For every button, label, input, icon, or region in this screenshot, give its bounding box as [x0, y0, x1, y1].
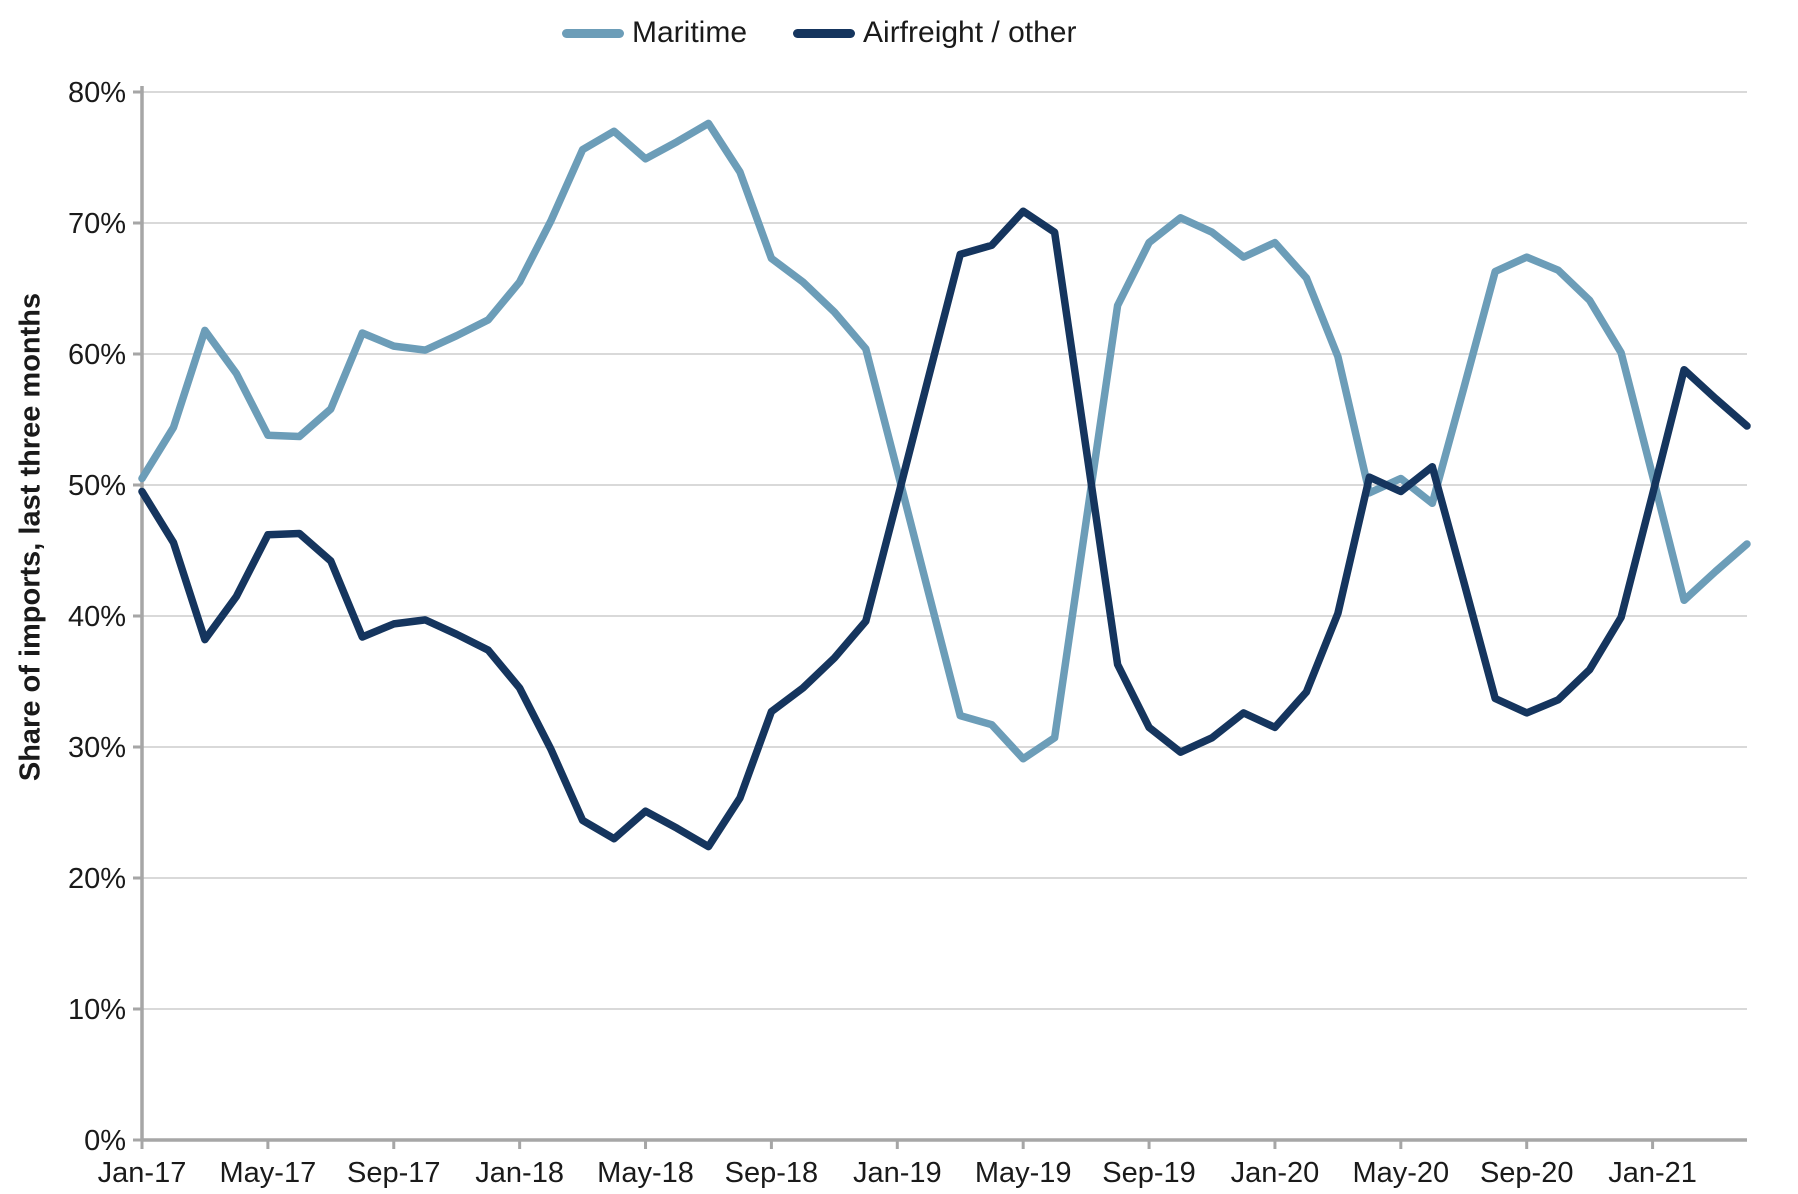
y-tick-label: 10%: [68, 994, 126, 1026]
x-axis-tick-labels: Jan-17 May-17 Sep-17 Jan-18 May-18 Sep-18 Jan-…: [98, 1157, 1697, 1189]
airfreight-line: [138, 207, 1751, 851]
y-tick-label: 20%: [68, 863, 126, 895]
y-tick-label: 30%: [68, 732, 126, 764]
x-tick-label: May-18: [597, 1157, 694, 1189]
legend-label-maritime: Maritime: [632, 16, 748, 49]
x-tick-label: Jan-18: [475, 1157, 564, 1189]
axes: [140, 86, 1747, 1142]
x-tick-label: Jan-20: [1231, 1157, 1320, 1189]
y-tick-label: 50%: [68, 470, 126, 502]
y-tick-label: 80%: [68, 77, 126, 109]
x-tick-label: Sep-19: [1102, 1157, 1196, 1189]
x-tick-label: Jan-17: [98, 1157, 187, 1189]
gridlines: [142, 91, 1747, 1010]
y-tick-label: 70%: [68, 208, 126, 240]
y-tick-label: 40%: [68, 601, 126, 633]
legend-label-airfreight: Airfreight / other: [863, 16, 1077, 49]
legend-item-airfreight: Airfreight / other: [793, 16, 1076, 50]
x-tick-label: May-17: [220, 1157, 317, 1189]
x-tick-label: Jan-19: [853, 1157, 942, 1189]
x-tick-label: Sep-20: [1480, 1157, 1574, 1189]
airfreight-line-swatch-icon: [793, 28, 856, 38]
maritime-line: [138, 119, 1751, 763]
x-tick-label: May-19: [975, 1157, 1072, 1189]
legend: Maritime Airfreight / other: [562, 16, 1076, 50]
y-tick-label: 0%: [84, 1125, 126, 1157]
maritime-line-swatch-icon: [562, 28, 624, 38]
x-tick-label: Sep-17: [347, 1157, 441, 1189]
tick-marks: [133, 90, 1655, 1149]
x-tick-label: Jan-21: [1608, 1157, 1697, 1189]
x-tick-label: May-20: [1352, 1157, 1449, 1189]
y-tick-label: 60%: [68, 339, 126, 371]
legend-item-maritime: Maritime: [562, 16, 747, 50]
x-tick-label: Sep-18: [725, 1157, 819, 1189]
y-axis-tick-labels: 0% 10% 20% 30% 40% 50% 60% 70% 80%: [68, 77, 126, 1157]
